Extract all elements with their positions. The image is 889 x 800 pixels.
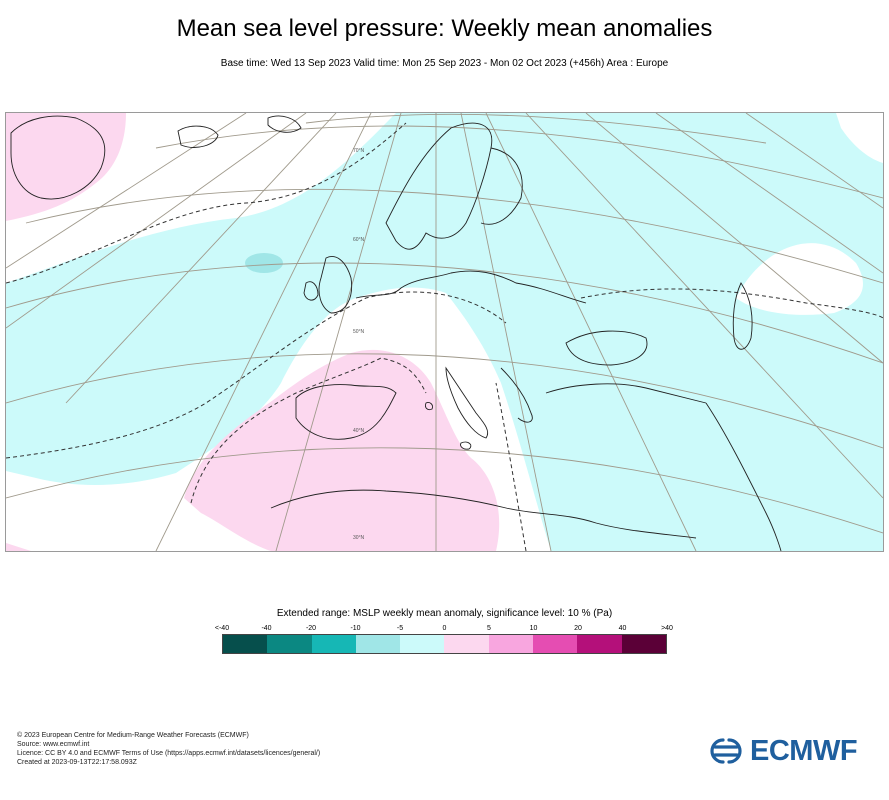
legend-tick: -20 (305, 625, 317, 632)
neutral-region-northeast (836, 113, 883, 163)
ecmwf-logo-text: ECMWF (750, 735, 858, 767)
positive-anomaly-region-greenland (6, 113, 126, 221)
map-panel: 70°N 60°N 50°N 40°N 30°N (5, 112, 884, 552)
legend-swatch (355, 635, 401, 653)
negative-anomaly-region (6, 113, 883, 551)
legend-swatch (267, 635, 312, 653)
legend-tick: 10 (529, 625, 538, 632)
lat-label-50: 50°N (353, 329, 365, 335)
legend-swatch (488, 635, 534, 653)
legend-tick: 20 (574, 625, 582, 632)
source-line: Source: www.ecmwf.int (17, 741, 90, 748)
lat-label-40: 40°N (353, 428, 365, 434)
legend-tick: -10 (350, 625, 361, 632)
significance-contours (6, 122, 883, 551)
legend-ticks: <-40 -40 -20 -10 -5 0 5 10 20 40 >40 (215, 624, 673, 634)
legend-tick: -40 (261, 625, 272, 632)
lat-label-60: 60°N (353, 237, 365, 243)
lat-label-30: 30°N (353, 535, 365, 541)
created-line: Created at 2023-09-13T22:17:58.093Z (17, 759, 137, 766)
lat-label-70: 70°N (353, 148, 365, 154)
legend-tick: >40 (661, 625, 673, 632)
licence-line: Licence: CC BY 4.0 and ECMWF Terms of Us… (17, 750, 321, 757)
ecmwf-logo-icon (710, 738, 742, 764)
legend-tick: 5 (487, 625, 491, 632)
moderate-negative-anomaly-patch (245, 253, 283, 273)
legend-color-bar (222, 634, 667, 654)
neutral-region-east (736, 243, 863, 315)
legend-title: Extended range: MSLP weekly mean anomaly… (276, 608, 613, 619)
legend-swatch (223, 635, 268, 653)
copyright-line: © 2023 European Centre for Medium-Range … (17, 732, 249, 739)
legend-tick: 40 (618, 625, 627, 632)
positive-anomaly-region-southwest (6, 543, 31, 551)
legend-tick: 0 (442, 625, 447, 632)
latitude-labels: 70°N 60°N 50°N 40°N 30°N (353, 148, 365, 541)
legend-tick: -5 (396, 625, 404, 632)
legend-swatch (400, 635, 445, 653)
graticule-meridians (6, 113, 883, 551)
ecmwf-logo: ECMWF (706, 735, 858, 767)
footer-credits: © 2023 European Centre for Medium-Range … (17, 731, 320, 767)
legend-swatch (577, 635, 622, 653)
legend-swatch (533, 635, 578, 653)
map-subtitle: Base time: Wed 13 Sep 2023 Valid time: M… (220, 58, 669, 69)
map-title: Mean sea level pressure: Weekly mean ano… (176, 15, 713, 42)
legend-swatch (444, 635, 489, 653)
positive-anomaly-region-iberia (184, 349, 500, 551)
legend-tick: <-40 (214, 625, 230, 632)
graticule-parallels (6, 113, 883, 534)
legend-swatch (311, 635, 356, 653)
anomaly-map: 70°N 60°N 50°N 40°N 30°N (6, 113, 883, 551)
coastlines (10, 115, 782, 551)
legend-swatch (621, 635, 666, 653)
